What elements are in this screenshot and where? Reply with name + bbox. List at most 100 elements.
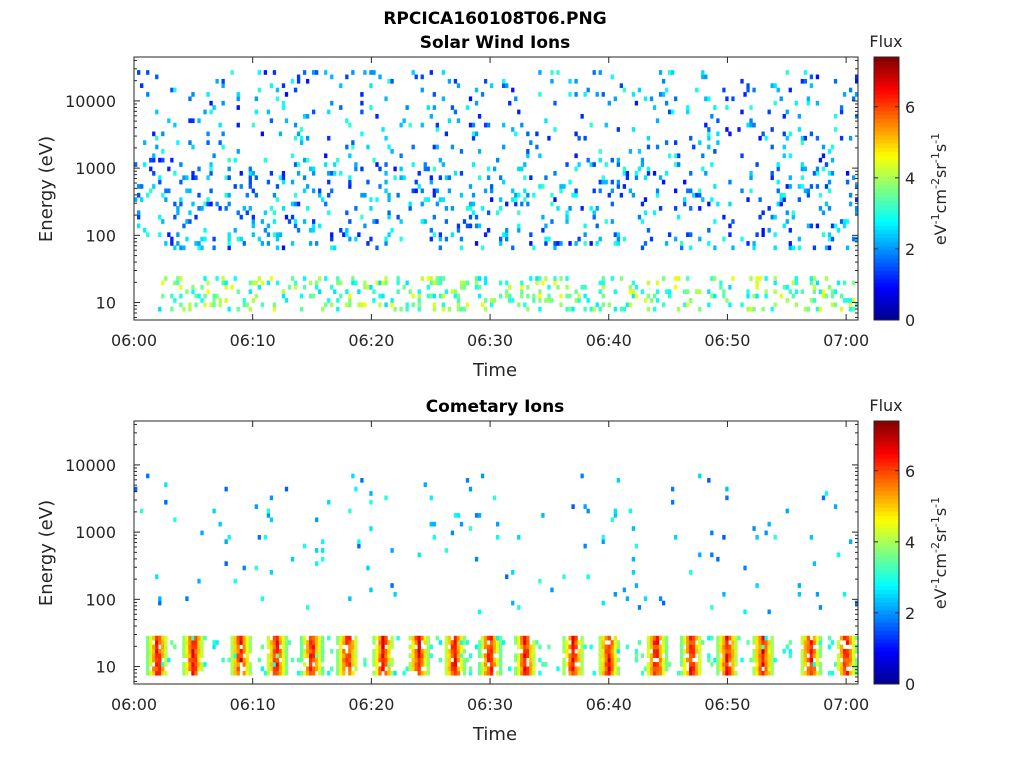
- spectrogram-cell: [737, 635, 741, 641]
- spectrogram-cell: [658, 175, 663, 181]
- spectrogram-cell: [601, 539, 605, 545]
- spectrogram-cell: [577, 666, 581, 672]
- spectrogram-cell: [302, 640, 307, 645]
- spectrogram-cell: [755, 635, 759, 641]
- spectrogram-cell: [450, 144, 455, 150]
- spectrogram-cell: [773, 280, 777, 286]
- spectrogram-cell: [417, 184, 421, 189]
- spectrogram-cell: [532, 670, 536, 676]
- spectrogram-cell: [417, 640, 421, 645]
- spectrogram-cell: [146, 666, 150, 672]
- spectrogram-cell: [423, 197, 427, 202]
- spectrogram-cell: [456, 670, 461, 676]
- spectrogram-cell: [842, 662, 847, 667]
- spectrogram-cell: [728, 644, 732, 650]
- spectrogram-cell: [658, 635, 663, 641]
- spectrogram-cell: [200, 530, 204, 536]
- spectrogram-cell: [152, 184, 156, 189]
- spectrogram-cell: [483, 78, 488, 84]
- spectrogram-cell: [152, 657, 156, 663]
- spectrogram-cell: [574, 298, 578, 303]
- spectrogram-cell: [224, 298, 228, 303]
- spectrogram-cell: [568, 635, 572, 641]
- spectrogram-cell: [492, 298, 497, 303]
- spectrogram-cell: [583, 232, 587, 238]
- spectrogram-cell: [399, 236, 403, 242]
- spectrogram-cell: [248, 666, 252, 672]
- spectrogram-cell: [607, 302, 611, 308]
- spectrogram-cell: [441, 70, 446, 75]
- spectrogram-cell: [752, 306, 756, 312]
- spectrogram-cell: [655, 280, 660, 286]
- spectrogram-cell: [203, 227, 207, 233]
- spectrogram-cell: [483, 276, 488, 281]
- x-tick-label: 07:00: [823, 331, 869, 350]
- spectrogram-cell: [580, 644, 584, 650]
- spectrogram-cell: [809, 276, 814, 281]
- spectrogram-cell: [719, 666, 723, 672]
- spectrogram-cell: [408, 122, 412, 128]
- spectrogram-cell: [423, 648, 427, 654]
- spectrogram-cell: [372, 70, 376, 75]
- spectrogram-cell: [604, 657, 608, 663]
- spectrogram-cell: [815, 653, 820, 658]
- spectrogram-cell: [387, 210, 391, 216]
- spectrogram-cell: [547, 284, 551, 290]
- spectrogram-cell: [583, 223, 587, 229]
- spectrogram-cell: [447, 657, 452, 663]
- spectrogram-cell: [302, 276, 307, 281]
- spectrogram-cell: [453, 653, 458, 658]
- spectrogram-cell: [272, 657, 277, 663]
- spectrogram-cell: [242, 635, 246, 641]
- spectrogram-cell: [800, 662, 804, 667]
- spectrogram-cell: [290, 556, 295, 562]
- spectrogram-cell: [188, 648, 192, 654]
- spectrogram-cell: [553, 170, 557, 176]
- spectrogram-cell: [610, 648, 614, 654]
- spectrogram-cell: [613, 513, 617, 518]
- spectrogram-cell: [435, 276, 439, 281]
- spectrogram-cell: [453, 293, 458, 299]
- spectrogram-cell: [550, 192, 554, 198]
- spectrogram-cell: [683, 635, 687, 641]
- spectrogram-cell: [444, 653, 449, 658]
- spectrogram-cell: [601, 635, 605, 641]
- spectrogram-cell: [713, 149, 717, 154]
- spectrogram-cell: [634, 648, 639, 654]
- colorbar-segment: [874, 679, 899, 685]
- spectrogram-cell: [260, 219, 265, 224]
- spectrogram-cell: [592, 306, 596, 312]
- colorbar-segment: [874, 499, 899, 504]
- spectrogram-cell: [384, 170, 388, 176]
- spectrogram-cell: [809, 280, 814, 286]
- spectrogram-cell: [272, 666, 277, 672]
- spectrogram-cell: [812, 635, 817, 641]
- spectrogram-cell: [541, 662, 545, 667]
- spectrogram-cell: [230, 670, 234, 676]
- spectrogram-cell: [206, 280, 210, 286]
- spectrogram-cell: [429, 236, 433, 242]
- spectrogram-cell: [465, 477, 470, 483]
- spectrogram-cell: [299, 670, 304, 676]
- spectrogram-cell: [233, 666, 237, 672]
- spectrogram-cell: [707, 135, 711, 141]
- spectrogram-cell: [459, 666, 464, 672]
- spectrogram-cell: [707, 635, 711, 641]
- spectrogram-cell: [511, 87, 515, 93]
- spectrogram-cell: [529, 657, 533, 663]
- spectrogram-cell: [770, 653, 774, 658]
- spectrogram-cell: [345, 640, 349, 645]
- spectrogram-cell: [164, 197, 168, 202]
- spectrogram-cell: [224, 280, 228, 286]
- spectrogram-cell: [854, 236, 859, 242]
- spectrogram-cell: [305, 157, 310, 163]
- spectrogram-cell: [547, 644, 551, 650]
- spectrogram-cell: [269, 662, 274, 667]
- spectrogram-cell: [517, 302, 521, 308]
- x-tick-label: 06:30: [467, 695, 513, 714]
- spectrogram-cell: [321, 666, 325, 672]
- spectrogram-cell: [719, 657, 723, 663]
- spectrogram-cell: [782, 197, 786, 202]
- spectrogram-cell: [167, 657, 171, 663]
- spectrogram-cell: [342, 232, 346, 238]
